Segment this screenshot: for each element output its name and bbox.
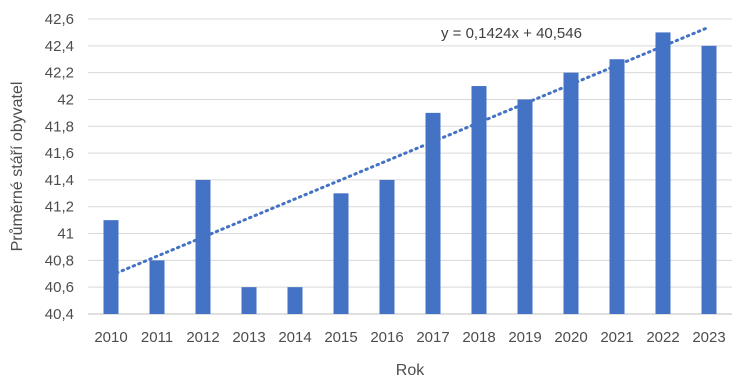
x-tick-label: 2019 <box>508 329 541 346</box>
x-tick-label: 2021 <box>600 329 633 346</box>
gridlines <box>88 18 732 315</box>
x-tick-label: 2017 <box>416 329 449 346</box>
bar-2010 <box>103 220 119 314</box>
y-tick-label: 42,6 <box>45 11 74 28</box>
trendline <box>109 25 711 277</box>
y-tick-label: 40,6 <box>45 279 74 296</box>
x-tick-label: 2020 <box>554 329 587 346</box>
y-tick-label: 41,8 <box>45 118 74 135</box>
y-tick-label: 42,4 <box>45 38 74 55</box>
y-tick-label: 41,2 <box>45 199 74 216</box>
y-axis-ticks: 40,4 40,6 40,8 41 41,2 41,4 41,6 41,8 42 42,2 42,4… <box>45 11 74 323</box>
bar-2014 <box>287 287 303 314</box>
bar-2017 <box>425 112 441 314</box>
bar-2015 <box>333 193 349 314</box>
bar-2021 <box>609 59 625 315</box>
y-tick-label: 42,2 <box>45 65 74 82</box>
y-axis-title: Průměrné stáří obyvatel <box>8 82 26 252</box>
x-tick-label: 2012 <box>186 329 219 346</box>
x-tick-label: 2022 <box>646 329 679 346</box>
x-axis-title: Rok <box>396 362 425 379</box>
x-axis-ticks: 2010 2011 2012 2013 2014 2015 2016 2017 2018 2019… <box>94 329 725 346</box>
bar-2018 <box>471 86 487 314</box>
y-tick-label: 40,8 <box>45 252 74 269</box>
x-tick-label: 2016 <box>370 329 403 346</box>
x-tick-label: 2013 <box>232 329 265 346</box>
bar-2020 <box>563 72 579 315</box>
bar-2011 <box>149 260 165 314</box>
x-tick-label: 2014 <box>278 329 311 346</box>
bar-2019 <box>517 99 533 314</box>
bar-2023 <box>701 45 717 315</box>
trendline-group <box>109 25 711 277</box>
bar-2012 <box>195 179 211 314</box>
y-tick-label: 41,4 <box>45 172 74 189</box>
bar-2022 <box>655 32 671 315</box>
y-tick-label: 40,4 <box>45 306 74 323</box>
x-tick-label: 2011 <box>141 329 173 346</box>
bars <box>103 32 717 315</box>
bar-2016 <box>379 179 395 314</box>
y-tick-label: 41 <box>57 226 74 243</box>
x-tick-label: 2015 <box>324 329 357 346</box>
bar-2013 <box>241 287 257 314</box>
y-tick-label: 41,6 <box>45 145 74 162</box>
trendline-equation: y = 0,1424x + 40,546 <box>441 25 582 42</box>
y-tick-label: 42 <box>57 91 74 108</box>
x-tick-label: 2010 <box>94 329 127 346</box>
x-tick-label: 2018 <box>462 329 495 346</box>
x-tick-label: 2023 <box>692 329 725 346</box>
